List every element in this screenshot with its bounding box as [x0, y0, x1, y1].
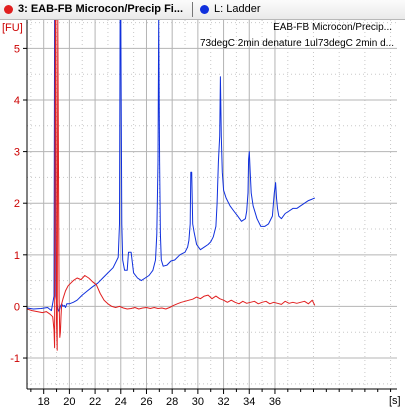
sample-trace-line [27, 20, 316, 351]
trace-tab-bar: 3: EAB-FB Microcon/Precip Fi... L: Ladde… [0, 0, 405, 20]
y-tick-label: 2 [14, 198, 20, 210]
chart-background [0, 20, 405, 417]
y-tick-label: -1 [10, 353, 20, 365]
x-tick-label: 26 [140, 396, 152, 408]
x-tick-label: 28 [166, 396, 178, 408]
series-lines [27, 20, 316, 351]
x-tick-label: 18 [38, 396, 50, 408]
tab-sample-label: 3: EAB-FB Microcon/Precip Fi... [18, 3, 184, 15]
x-tick-label: 34 [243, 396, 255, 408]
y-tick-label: 0 [14, 301, 20, 313]
legend-line-1: EAB-FB Microcon/Precip... [273, 22, 392, 33]
legend-line-2: 73degC 2min denature 1ul73degC 2min d... [200, 38, 394, 49]
ladder-color-dot-icon [200, 5, 209, 14]
y-tick-label: 1 [14, 250, 20, 262]
tab-ladder-trace[interactable]: L: Ladder [196, 0, 306, 19]
x-tick-label: 22 [89, 396, 101, 408]
tab-sample-trace[interactable]: 3: EAB-FB Microcon/Precip Fi... [0, 0, 190, 19]
x-tick-label: 24 [115, 396, 127, 408]
y-tick-labels: -1 0 1 2 3 4 5 [10, 43, 27, 365]
y-tick-label: 4 [14, 95, 20, 107]
sample-color-dot-icon [4, 5, 13, 14]
x-tick-label: 36 [269, 396, 281, 408]
ladder-trace-line [27, 20, 315, 313]
y-axis-unit-label: [FU] [2, 22, 23, 34]
x-tick-label: 32 [217, 396, 229, 408]
tab-ladder-label: L: Ladder [214, 3, 261, 15]
x-tick-label: 30 [192, 396, 204, 408]
x-tick-label: 20 [63, 396, 75, 408]
y-tick-label: 5 [14, 43, 20, 55]
x-axis-unit-label: [s] [389, 395, 401, 407]
tab-separator [192, 2, 193, 17]
y-tick-label: 3 [14, 147, 20, 159]
grid-lines [27, 20, 397, 389]
x-tick-labels: 18 20 22 24 26 28 30 32 34 36 [30, 389, 392, 408]
